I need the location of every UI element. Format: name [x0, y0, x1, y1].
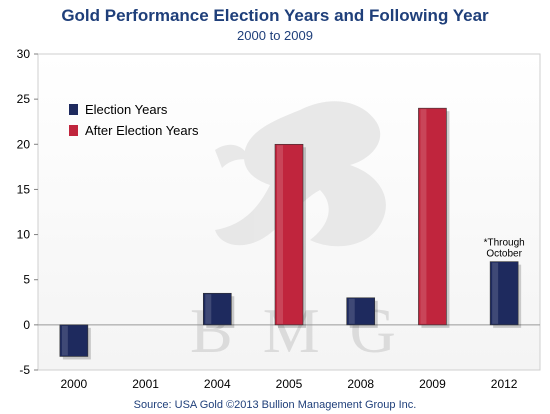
chart-title: Gold Performance Election Years and Foll…: [61, 6, 489, 25]
x-tick-label: 2000: [61, 377, 88, 391]
bar-2000: [59, 324, 89, 357]
y-tick-label: 0: [23, 318, 30, 332]
legend-label: After Election Years: [85, 123, 199, 138]
bar-2009: [418, 107, 447, 326]
bar-highlight: [205, 294, 212, 324]
bar-2012: [489, 261, 519, 326]
bar-2004: [202, 292, 232, 326]
legend-swatch: [69, 125, 78, 136]
y-tick-label: 20: [17, 137, 31, 151]
x-tick-label: 2008: [347, 377, 374, 391]
bar-highlight: [492, 262, 499, 324]
annotation-text: October: [486, 249, 522, 260]
annotation-text: *Through: [484, 238, 525, 249]
y-tick-label: 25: [17, 92, 31, 106]
y-tick-label: 30: [17, 47, 31, 61]
y-tick-label: -5: [19, 363, 30, 377]
x-tick-label: 2004: [204, 377, 231, 391]
x-tick-label: 2009: [419, 377, 446, 391]
bar-highlight: [277, 145, 283, 324]
y-tick-label: 15: [17, 182, 31, 196]
y-tick-label: 5: [23, 273, 30, 287]
chart-subtitle: 2000 to 2009: [237, 28, 313, 43]
y-tick-label: 10: [17, 228, 31, 242]
legend-label: Election Years: [85, 102, 168, 117]
source-note: Source: USA Gold ©2013 Bullion Managemen…: [133, 399, 417, 411]
x-tick-label: 2012: [491, 377, 518, 391]
bar-2005: [274, 143, 304, 326]
legend: Election Years After Election Years: [69, 102, 199, 138]
bar-highlight: [61, 325, 68, 356]
bar-highlight: [348, 298, 355, 324]
bar-2008: [346, 297, 376, 326]
x-axis: 2000 2001 2004 2005 2008 2009 2012: [61, 377, 518, 391]
x-tick-label: 2005: [276, 377, 303, 391]
x-tick-label: 2001: [132, 377, 159, 391]
bar-highlight: [420, 109, 427, 324]
y-axis: -5 0 5 10 15 20 25 30: [17, 47, 540, 377]
bar-series: [59, 107, 522, 360]
legend-swatch: [69, 104, 78, 115]
